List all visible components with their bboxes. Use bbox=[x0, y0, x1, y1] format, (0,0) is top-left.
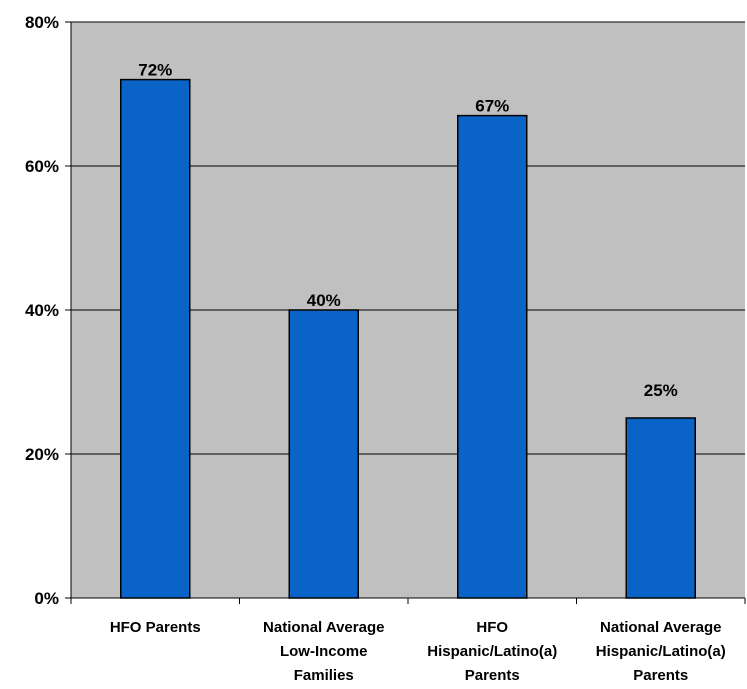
data-label: 40% bbox=[307, 291, 341, 310]
y-tick-label: 0% bbox=[34, 589, 59, 608]
category-label-line: HFO Parents bbox=[110, 619, 201, 636]
y-tick-label: 80% bbox=[25, 13, 59, 32]
y-tick-label: 40% bbox=[25, 301, 59, 320]
category-label-line: Hispanic/Latino(a) bbox=[596, 643, 726, 660]
data-label: 25% bbox=[644, 381, 678, 400]
category-label-line: Low-Income bbox=[280, 643, 368, 660]
category-label: HFO Parents bbox=[110, 619, 201, 636]
category-label: National Average Low-Income Families bbox=[263, 619, 384, 684]
category-label-line: Families bbox=[294, 667, 354, 684]
category-label-line: Parents bbox=[465, 667, 520, 684]
bar bbox=[457, 114, 528, 599]
bars bbox=[120, 78, 696, 599]
category-label-line: Hispanic/Latino(a) bbox=[427, 643, 557, 660]
y-tick-labels: 0% 20% 40% 60% 80% bbox=[25, 13, 59, 608]
category-label: National Average Hispanic/Latino(a) Parent… bbox=[596, 619, 726, 684]
data-labels: 72% 40% 67% 25% bbox=[138, 61, 678, 400]
category-label: HFO Hispanic/Latino(a) Parents bbox=[427, 619, 557, 684]
data-label: 72% bbox=[138, 61, 172, 80]
bar bbox=[625, 417, 696, 599]
category-label-line: HFO bbox=[476, 619, 508, 636]
category-label-line: National Average bbox=[263, 619, 384, 636]
y-tick-label: 20% bbox=[25, 445, 59, 464]
category-labels: HFO Parents National Average Low-Income Fam… bbox=[110, 619, 726, 684]
category-label-line: Parents bbox=[633, 667, 688, 684]
bar bbox=[120, 78, 191, 599]
y-tick-label: 60% bbox=[25, 157, 59, 176]
axes bbox=[65, 21, 746, 604]
category-label-line: National Average bbox=[600, 619, 721, 636]
data-label: 67% bbox=[475, 97, 509, 116]
bar bbox=[288, 309, 359, 599]
